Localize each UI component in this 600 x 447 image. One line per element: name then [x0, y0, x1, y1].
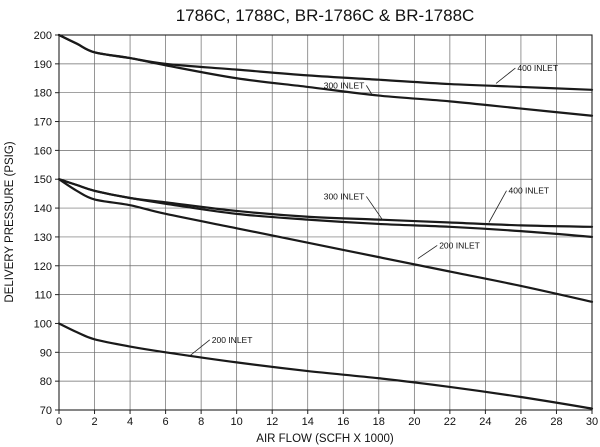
series-line-2 — [57, 33, 594, 117]
annotation-leader — [417, 245, 438, 259]
annotation-label: 400 INLET — [508, 186, 549, 196]
series-line-6 — [57, 322, 594, 410]
annotation-leader — [366, 85, 373, 95]
x-tick-label: 10 — [231, 416, 243, 428]
annotation-leader — [488, 190, 507, 223]
x-tick-label: 16 — [337, 416, 349, 428]
x-tick-label: 2 — [91, 416, 97, 428]
x-tick-label: 20 — [408, 416, 420, 428]
y-tick-label: 70 — [40, 405, 52, 417]
x-tick-label: 14 — [302, 416, 314, 428]
x-tick-label: 0 — [56, 416, 62, 428]
x-tick-label: 28 — [550, 416, 562, 428]
y-tick-label: 170 — [34, 117, 52, 129]
y-tick-label: 160 — [34, 145, 52, 157]
y-tick-label: 110 — [34, 290, 52, 302]
x-tick-label: 30 — [586, 416, 598, 428]
x-tick-label: 12 — [266, 416, 278, 428]
y-tick-label: 80 — [40, 376, 52, 388]
annotation-leader — [188, 339, 211, 357]
y-axis-ticks: 70 80 90 100 110 120 130 140 150 160 170 180 190 200 — [34, 30, 59, 417]
x-tick-label: 6 — [163, 416, 169, 428]
y-tick-label: 200 — [34, 30, 52, 42]
annotation-label: 200 INLET — [212, 335, 253, 345]
x-tick-label: 4 — [127, 416, 133, 428]
x-tick-label: 18 — [373, 416, 385, 428]
x-axis-label: AIR FLOW (SCFH X 1000) — [256, 433, 394, 445]
y-tick-label: 140 — [34, 203, 52, 215]
y-tick-label: 130 — [34, 232, 52, 244]
y-tick-label: 90 — [40, 347, 52, 359]
annotation-label: 300 INLET — [324, 191, 365, 201]
annotation-label: 300 INLET — [324, 80, 365, 90]
y-axis-label: DELIVERY PRESSURE (PSIG) — [4, 141, 16, 302]
annotation-leader — [495, 67, 516, 84]
x-tick-label: 8 — [198, 416, 204, 428]
annotation-label: 200 INLET — [439, 240, 480, 250]
x-tick-label: 26 — [515, 416, 527, 428]
series-line-4 — [57, 178, 594, 239]
plot-frame — [58, 34, 593, 411]
annotation-group: 400 INLET 300 INLET 300 INLET 400 INLET 200 … — [188, 63, 558, 357]
series-line-5 — [57, 178, 594, 303]
x-axis-ticks: 0 2 4 6 8 10 12 14 16 18 20 22 24 26 28 30 — [56, 410, 598, 428]
y-tick-label: 100 — [34, 318, 52, 330]
annotation-leader — [366, 196, 383, 220]
x-tick-label: 24 — [479, 416, 491, 428]
annotation-label: 400 INLET — [517, 63, 558, 73]
y-tick-label: 120 — [34, 261, 52, 273]
chart-title: 1786C, 1788C, BR-1786C & BR-1788C — [176, 6, 475, 25]
gridlines — [58, 34, 593, 411]
y-tick-label: 190 — [34, 59, 52, 71]
y-tick-label: 180 — [34, 88, 52, 100]
x-tick-label: 22 — [444, 416, 456, 428]
y-tick-label: 150 — [34, 174, 52, 186]
series-group — [57, 33, 594, 410]
